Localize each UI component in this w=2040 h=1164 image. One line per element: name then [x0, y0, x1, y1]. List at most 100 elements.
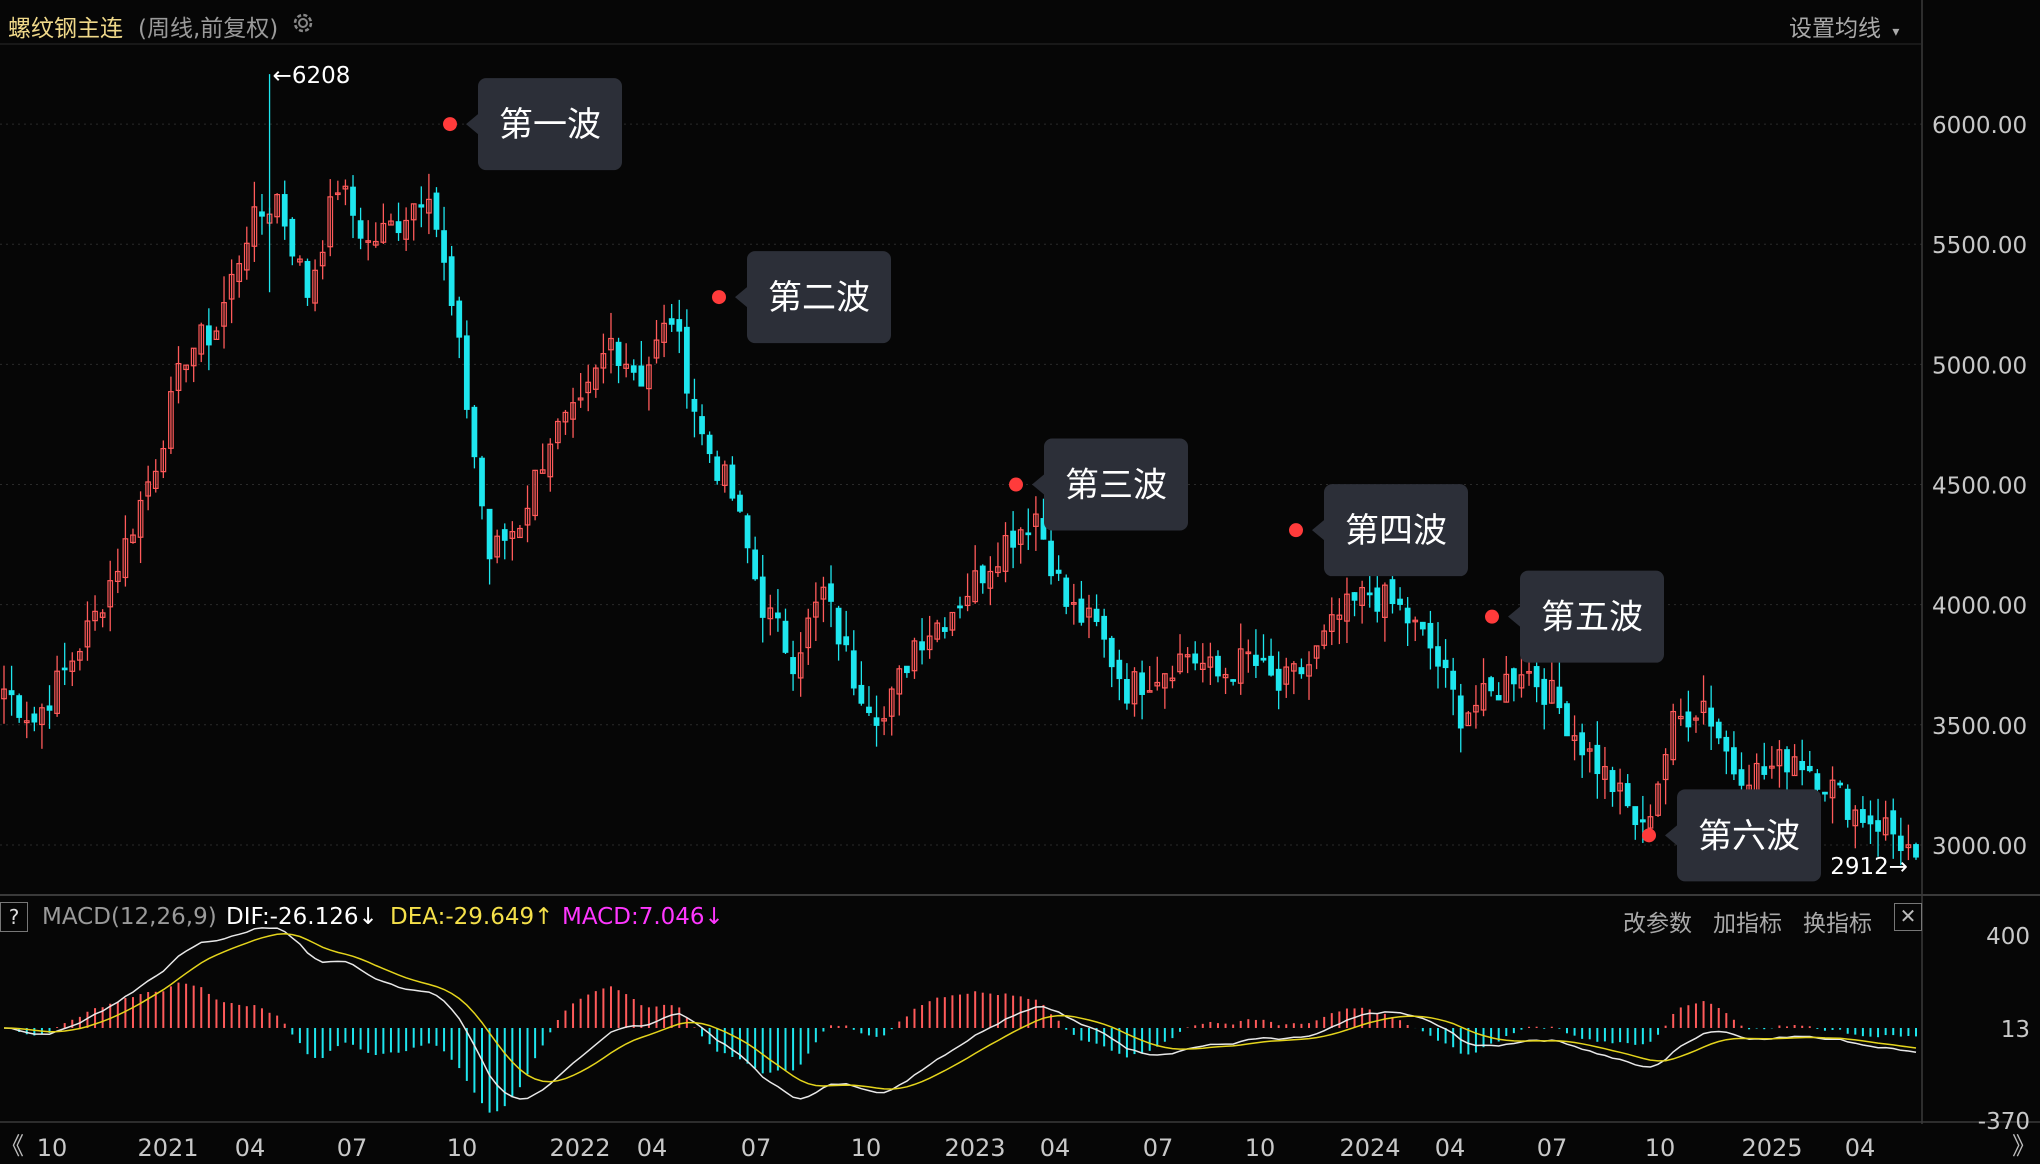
candle-body [926, 635, 933, 651]
gear-icon[interactable] [290, 10, 316, 36]
candle-body [729, 464, 736, 499]
candle-body [524, 507, 531, 526]
candle-body [213, 330, 220, 341]
scroll-left-button[interactable]: 《 [0, 1132, 24, 1160]
candle-body [426, 198, 432, 214]
candle-body [1571, 735, 1578, 741]
candle-body [1617, 782, 1623, 792]
wave-label: 第一波 [499, 105, 601, 145]
candle-body [850, 650, 857, 689]
candle-body [1731, 747, 1737, 775]
candle-body [1700, 700, 1707, 714]
candle-body [1290, 663, 1297, 672]
candle-body [691, 398, 698, 412]
close-icon[interactable]: ✕ [1894, 903, 1922, 931]
candle-body [805, 617, 812, 649]
candle-body [1844, 788, 1851, 820]
candle-body [1708, 707, 1715, 727]
macd-arrow-icon: ↓ [704, 904, 724, 930]
candle-body [46, 705, 53, 711]
candle-body [812, 601, 819, 618]
wave-dot [1289, 523, 1303, 538]
candle-body [1768, 765, 1775, 769]
candle-body [1822, 791, 1828, 795]
candle-body [1336, 614, 1343, 620]
candle-body [676, 319, 683, 332]
candle-body [1374, 587, 1381, 612]
macd-y-tick: -370 [1978, 1109, 2030, 1135]
candle-body [198, 324, 205, 355]
candle-body [828, 583, 834, 602]
candle-body [790, 657, 796, 675]
candle-body [1473, 704, 1479, 713]
candle-body [820, 586, 827, 600]
candle-body [1366, 592, 1373, 596]
y-tick-label: 4000.00 [1932, 594, 2027, 620]
dea-arrow-icon: ↑ [534, 904, 554, 930]
candle-body [1533, 666, 1540, 688]
candle-body [1594, 744, 1601, 775]
macd-subchart [3, 927, 1917, 1113]
candle-body [600, 353, 607, 369]
candle-body [904, 665, 910, 674]
help-button[interactable]: ? [0, 902, 28, 932]
candle-body [228, 273, 235, 300]
candle-body [744, 515, 751, 549]
candle-body [395, 221, 402, 234]
candle-body [866, 706, 872, 714]
scroll-right-button[interactable]: 》 [2012, 1132, 2036, 1160]
candle-body [714, 456, 721, 481]
x-tick-label: 2021 [137, 1134, 198, 1162]
candle-body [190, 347, 197, 367]
candle-body [1905, 844, 1912, 849]
wave-dot [1642, 828, 1656, 843]
candle-body [54, 670, 60, 714]
candle-body [1215, 655, 1221, 677]
candle-body [251, 206, 258, 247]
ma-settings-button[interactable]: 设置均线 ▾ [1789, 9, 1899, 43]
candle-body [1093, 608, 1100, 622]
candle-body [1791, 756, 1798, 777]
y-tick-label: 5000.00 [1932, 353, 2027, 379]
candle-body [456, 300, 463, 338]
candle-body [471, 406, 478, 458]
candle-body [1306, 664, 1312, 677]
wave-label: 第六波 [1698, 816, 1800, 856]
candle-body [1693, 717, 1699, 721]
candle-body [1419, 621, 1426, 630]
candle-body [175, 362, 182, 392]
switch-indicator-button[interactable]: 换指标 [1803, 911, 1872, 937]
dif-line [3, 927, 1917, 1100]
macd-value: MACD:7.046↓ [562, 904, 724, 930]
x-tick-label: 2023 [944, 1134, 1005, 1162]
x-tick-label: 2024 [1339, 1134, 1400, 1162]
candle-body [1146, 690, 1153, 693]
candle-body [403, 219, 410, 240]
candle-body [1328, 614, 1335, 632]
candle-body [1875, 820, 1881, 832]
candle-body [1283, 666, 1290, 685]
candle-body [1860, 809, 1866, 823]
candle-body [1298, 667, 1305, 675]
candle-body [1253, 654, 1259, 666]
add-indicator-button[interactable]: 加指标 [1713, 911, 1782, 937]
candle-body [775, 612, 781, 619]
candle-body [1070, 602, 1077, 605]
candle-body [319, 251, 326, 267]
high-marker-label: ←6208 [273, 63, 351, 89]
candle-body [1040, 518, 1047, 540]
candle-body [410, 203, 417, 221]
candle-body [1632, 806, 1639, 826]
candle-body [205, 325, 212, 346]
chevron-down-icon: ▾ [1892, 24, 1900, 40]
candle-body [334, 192, 341, 196]
x-tick-label: 07 [741, 1134, 772, 1162]
price-grid [0, 123, 1922, 846]
change-params-button[interactable]: 改参数 [1623, 911, 1692, 937]
candle-body [646, 364, 652, 390]
candle-body [1503, 673, 1510, 703]
wave-label: 第二波 [768, 278, 870, 318]
